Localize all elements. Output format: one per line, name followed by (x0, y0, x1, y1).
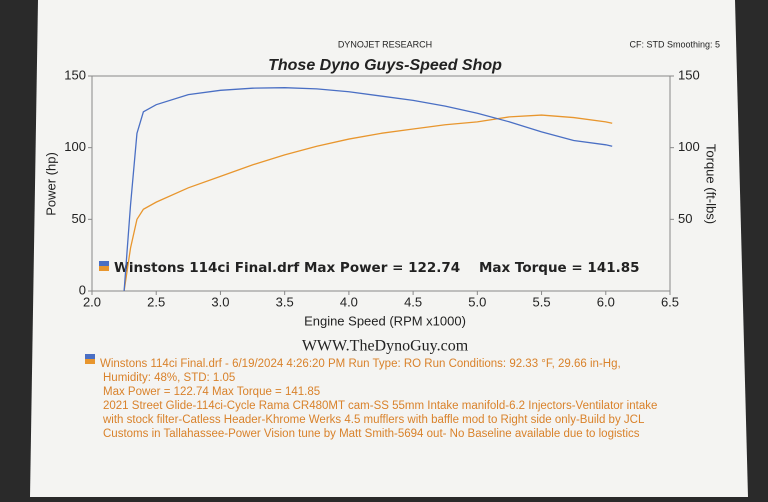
y2-tick-label: 100 (678, 139, 700, 154)
series-line (123, 87, 613, 292)
chart-title: Those Dyno Guys-Speed Shop (268, 57, 502, 74)
x-tick-label: 4.0 (340, 294, 358, 309)
y2-tick-label: 150 (678, 67, 700, 82)
footer-line: Winstons 114ci Final.drf - 6/19/2024 4:2… (100, 358, 621, 370)
x-tick-label: 4.5 (404, 294, 422, 309)
x-tick-label: 2.0 (83, 294, 101, 309)
y-tick-label: 100 (64, 139, 86, 154)
footer-icon (85, 359, 95, 364)
x-tick-label: 6.0 (597, 294, 615, 309)
x-tick-label: 5.0 (468, 294, 486, 309)
y-tick-label: 50 (72, 211, 86, 226)
plot-frame (91, 75, 671, 292)
header-right: CF: STD Smoothing: 5 (629, 39, 720, 49)
y-tick-label: 0 (79, 282, 86, 297)
annotation: Winstons 114ci Final.drf Max Power = 122… (114, 260, 640, 276)
series-line (123, 114, 613, 292)
y-axis-label: Power (hp) (43, 152, 58, 216)
y2-axis-label: Torque (ft-lbs) (704, 144, 719, 224)
footer-line: Humidity: 48%, STD: 1.05 (103, 372, 235, 384)
header-left: DYNOJET RESEARCH (338, 39, 432, 49)
legend-icon (99, 266, 109, 271)
paper (30, 0, 748, 497)
footer-line: 2021 Street Glide-114ci-Cycle Rama CR480… (103, 400, 657, 412)
y-tick-label: 150 (64, 67, 86, 82)
x-tick-label: 5.5 (533, 294, 551, 309)
footer-line: with stock filter-Catless Header-Khrome … (102, 414, 645, 426)
y2-tick-label: 50 (678, 211, 692, 226)
x-tick-label: 3.0 (211, 294, 229, 309)
footer-line: Customs in Tallahassee-Power Vision tune… (103, 428, 640, 440)
footer-line: Max Power = 122.74 Max Torque = 141.85 (103, 386, 320, 398)
x-tick-label: 6.5 (661, 294, 679, 309)
x-tick-label: 2.5 (147, 294, 165, 309)
x-tick-label: 3.5 (276, 294, 294, 309)
website: WWW.TheDynoGuy.com (302, 338, 469, 355)
x-axis-label: Engine Speed (RPM x1000) (304, 313, 466, 328)
